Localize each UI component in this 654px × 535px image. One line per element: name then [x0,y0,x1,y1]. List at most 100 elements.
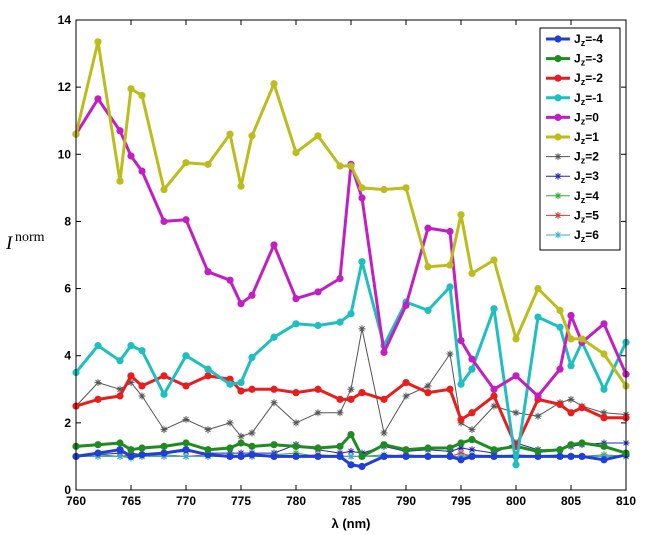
series-0-point-12 [292,452,300,461]
series-5-point-29 [600,350,608,358]
series-4-point-10 [248,291,256,299]
series-1-point-11 [270,441,278,449]
series-6-point-7 [204,426,212,434]
series-1-point-25 [534,447,542,455]
series-0-point-11 [270,452,278,461]
series-layer [72,38,630,471]
series-3-point-23 [490,305,498,313]
series-6-point-8 [226,419,234,427]
series-6-point-18 [402,392,410,400]
series-5-point-24 [512,335,520,343]
series-0-point-15 [347,461,355,469]
series-5-point-8 [226,130,234,138]
series-6-point-6 [182,416,190,423]
series-6-point-11 [270,399,278,407]
series-5-point-12 [292,149,300,157]
series-3-point-13 [314,321,322,330]
series-3-point-15 [347,310,355,318]
series-2-point-12 [292,389,300,397]
legend-label-2: Jz=-2 [574,71,603,87]
y-tick-label-3: 6 [64,282,71,296]
series-1 [72,431,630,461]
series-2-point-11 [270,385,278,393]
legend-label-5: Jz=1 [574,130,599,146]
series-6-point-20 [446,350,454,358]
series-4-point-26 [556,365,564,373]
y-tick-label-6: 12 [58,80,72,94]
series-2-point-7 [204,372,212,380]
series-3-point-1 [94,342,102,350]
legend: Jz=-4 Jz=-3 Jz=-2 Jz=-1 Jz=0 Jz=1 Jz=2 Jz=3 Jz=4… [539,27,621,251]
legend-entry-5: Jz=1 [546,130,599,146]
series-5-point-10 [248,132,256,140]
series-6-point-9 [237,432,245,440]
series-5-point-18 [402,184,410,192]
series-1-point-12 [292,442,300,450]
legend-entry-9: Jz=5 [546,208,599,224]
series-4-point-27 [567,311,575,320]
series-0-point-26 [556,452,564,461]
series-6-point-24 [512,409,520,417]
series-0 [72,446,630,471]
series-5-point-16 [358,184,366,192]
series-4-point-18 [402,301,410,309]
series-1-point-23 [490,446,498,454]
series-2-point-9 [237,387,245,395]
series-1-point-19 [424,444,432,452]
series-10-point-6 [182,452,190,460]
series-5-point-13 [314,132,322,140]
legend-entry-4: Jz=0 [546,110,599,126]
legend-marker-1 [554,55,562,63]
series-0-point-27 [567,452,575,461]
legend-label-7: Jz=3 [574,169,599,185]
legend-marker-7 [554,172,562,180]
x-tick-label-9: 805 [561,494,581,508]
x-tick-label-4: 780 [286,494,306,508]
series-2-point-2 [116,392,124,400]
series-2-point-4 [138,382,146,390]
series-4-point-25 [534,392,542,400]
series-2-point-28 [578,404,586,412]
series-3-point-10 [248,353,256,361]
x-tick-label-3: 775 [231,494,251,508]
y-tick-label-0: 0 [64,483,71,497]
legend-marker-2 [554,74,562,82]
legend-marker-3 [554,94,562,102]
series-6-point-12 [292,419,300,427]
legend-marker-8 [554,192,562,200]
series-0-point-9 [237,452,245,461]
series-2-point-17 [380,395,388,403]
series-6-point-10 [248,429,256,437]
series-4-point-6 [182,216,190,224]
series-3-point-21 [457,380,465,388]
series-5-point-14 [336,162,344,170]
series-3-point-9 [237,378,245,387]
series-1-point-8 [226,444,234,452]
legend-marker-10 [554,231,562,239]
series-4-point-2 [116,127,124,135]
series-2-point-29 [600,414,608,422]
series-6-point-4 [138,392,146,400]
series-1-point-29 [600,442,608,450]
series-5-point-7 [204,160,212,168]
series-2-point-6 [182,382,190,390]
y-tick-label-2: 4 [64,349,71,363]
x-tick-label-1: 765 [121,494,141,508]
series-2-point-10 [248,385,256,393]
series-0-point-5 [160,449,168,457]
series-0-point-18 [402,452,410,461]
series-5-point-21 [457,211,465,219]
series-4-point-13 [314,288,322,296]
legend-marker-9 [554,211,562,219]
series-4-point-24 [512,372,520,380]
legend-entry-0: Jz=-4 [546,32,603,48]
y-tick-label-7: 14 [58,13,72,27]
series-0-point-4 [138,451,146,459]
x-tick-label-7: 795 [451,494,471,508]
series-0-point-22 [468,452,476,461]
legend-label-8: Jz=4 [574,189,599,205]
series-0-point-8 [226,452,234,461]
series-5-point-11 [270,80,278,88]
series-1-point-20 [446,444,454,452]
